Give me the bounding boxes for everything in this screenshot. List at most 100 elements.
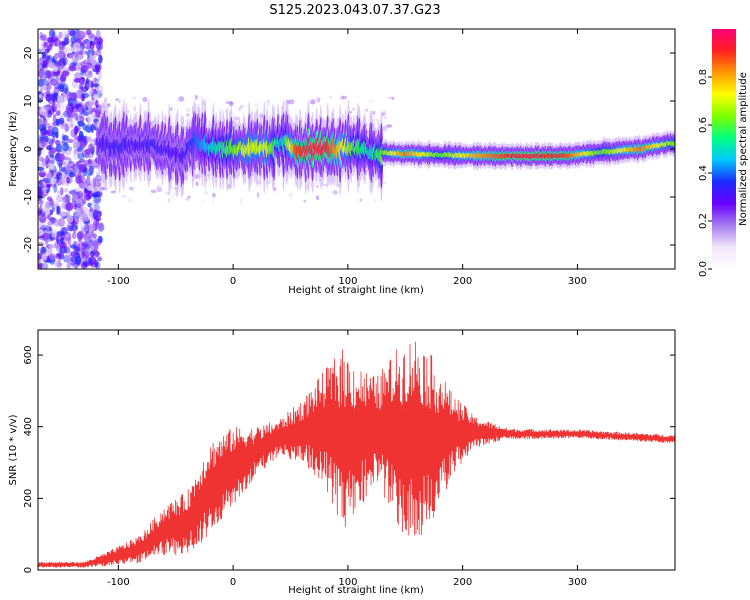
spectrogram-noise-cell (88, 87, 94, 95)
spectrogram-noise-cell (90, 215, 94, 223)
spectrogram-speckle-cell (342, 102, 346, 105)
spectrogram-noise-cell (58, 217, 65, 227)
spectrogram-noise-cell (89, 223, 96, 232)
spectrogram-noise-cell (58, 50, 64, 59)
spectrogram-speckle-cell (317, 97, 321, 103)
spectrogram-noise-cell (80, 194, 85, 199)
spectrogram-noise-cell (42, 178, 51, 183)
spectrogram-noise-cell (90, 123, 94, 134)
spectrogram-noise-cell (44, 177, 52, 184)
spectrogram-noise-cell (75, 207, 82, 217)
spectrogram-noise-cell (67, 146, 73, 152)
spectrogram-noise-cell (66, 176, 70, 184)
spectrogram-noise-cell (81, 40, 85, 46)
snr-xtick-label: -100 (107, 577, 130, 588)
spectrogram-noise-cell (77, 175, 85, 183)
spectrogram-speckle-cell (239, 198, 243, 205)
spectrogram-noise-cell (80, 61, 86, 67)
spectrogram-noise-cell (82, 216, 90, 222)
spectrogram-noise-cell (81, 86, 88, 93)
spectrogram-noise-cell (97, 71, 102, 81)
spectrogram-noise-cell (89, 89, 93, 97)
spectrogram-noise-cell (58, 153, 65, 162)
colorbar-ticks: 0.0 0.2 0.4 0.6 0.8 (698, 69, 712, 277)
spectrogram-noise-cell (73, 78, 82, 83)
spectrogram-noise-cell (81, 247, 86, 257)
spectrogram-noise-cell (55, 177, 63, 186)
spectrogram-noise-cell (67, 53, 76, 62)
spectrogram-noise-cell (95, 100, 99, 109)
snr-ytick-label: 200 (23, 489, 34, 508)
spectrogram-noise-cell (83, 187, 88, 194)
spectrogram-noise-cell (71, 232, 77, 240)
spectrogram-noise-cell (85, 233, 93, 242)
spectrogram-speckle-cell (175, 98, 180, 103)
spectrogram-noise-cell (45, 93, 52, 102)
spectrogram-speckle-cell (340, 95, 345, 101)
spectrogram-noise-cell (86, 42, 91, 49)
spectrogram-speckle-cell (266, 98, 271, 105)
spectrogram-noise-cell (95, 29, 101, 40)
spectrogram-speckle-cell (234, 116, 240, 121)
spectrogram-speckle-cell (163, 191, 166, 195)
spectrogram-speckle-cell (185, 108, 192, 112)
spectrogram-noise-cell (69, 171, 75, 178)
spectrogram-noise-cell (72, 226, 77, 234)
spectrogram-speckle-cell (386, 123, 391, 128)
spectrogram-noise-cell (58, 44, 66, 51)
spectrogram-noise-cell (38, 200, 44, 206)
spectrogram-noise-cell (89, 251, 95, 257)
spectrogram-cells (38, 29, 675, 269)
spectrogram-noise-cell (39, 35, 47, 41)
spectrogram-noise-cell (76, 232, 83, 242)
spectrogram-speckle-cell (128, 186, 134, 191)
spectrogram-ylabel: Frequency (Hz) (8, 111, 19, 187)
spectrogram-speckle-cell (131, 96, 137, 100)
spectrogram-noise-cell (68, 65, 77, 72)
spectrogram-noise-cell (47, 221, 55, 226)
spectrogram-noise-cell (92, 209, 99, 219)
spectrogram-noise-cell (64, 187, 69, 193)
spectrogram-noise-cell (85, 29, 92, 36)
spectrogram-noise-cell (70, 251, 77, 257)
spectrogram-noise-cell (42, 58, 49, 69)
spectrogram-noise-cell (48, 244, 56, 249)
spectrogram-noise-cell (78, 106, 83, 114)
spectrogram-xtick-label: 200 (453, 276, 472, 287)
spectrogram-noise-cell (88, 165, 95, 174)
spectrogram-noise-cell (55, 139, 61, 146)
spectrogram-noise-cell (60, 226, 68, 235)
spectrogram-xtick-label: 100 (338, 276, 357, 287)
spectrogram-noise-cell (72, 165, 79, 173)
spectrogram-noise-cell (48, 29, 56, 38)
spectrogram-noise-cell (46, 183, 52, 188)
spectrogram-noise-cell (88, 143, 94, 153)
spectrogram-noise-cell (66, 215, 74, 223)
colorbar-label: Normalized spectral amplitude (738, 72, 749, 226)
spectrogram-noise-cell (78, 163, 86, 173)
spectrogram-speckle-cell (107, 103, 111, 106)
spectrogram-speckle-cell (170, 107, 173, 111)
spectrogram-speckle-cell (238, 106, 242, 112)
spectrogram-noise-cell (85, 70, 92, 79)
spectrogram-noise-cell (52, 35, 59, 40)
spectrogram-noise-cell (63, 45, 68, 54)
spectrogram-noise-cell (38, 263, 43, 269)
spectrogram-noise-cell (59, 103, 66, 110)
spectrogram-noise-cell (38, 208, 42, 216)
spectrogram-speckle-cell (115, 98, 120, 102)
spectrogram-noise-cell (85, 61, 92, 69)
spectrogram-speckle-cell (265, 100, 271, 107)
spectrogram-noise-cell (76, 230, 85, 240)
spectrogram-noise-cell (61, 196, 69, 202)
spectrogram-noise-cell (84, 50, 88, 55)
spectrogram-noise-cell (88, 257, 92, 263)
snr-series-line (38, 341, 675, 568)
spectrogram-noise-cell (93, 203, 100, 214)
spectrogram-noise-cell (46, 196, 53, 201)
spectrogram-noise-cell (66, 53, 74, 59)
snr-ytick-label: 0 (23, 567, 34, 573)
snr-ticks: -100 0 100 200 300 0 200 400 600 (23, 330, 675, 588)
spectrogram-speckle-cell (386, 124, 393, 128)
spectrogram-speckle-cell (364, 108, 369, 113)
